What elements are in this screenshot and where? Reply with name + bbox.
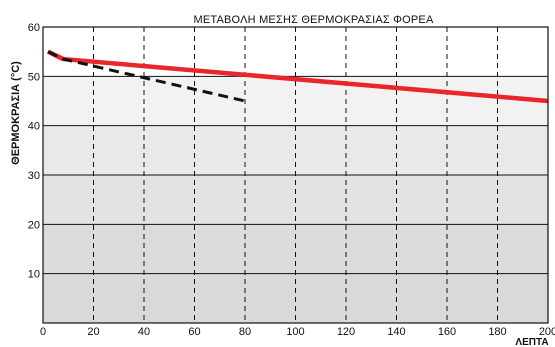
grid-lines xyxy=(43,27,548,323)
y-tick-label: 20 xyxy=(28,219,40,231)
x-axis-label: ΛΕΠΤΑ xyxy=(515,337,548,347)
background-band xyxy=(43,27,548,77)
x-tick-label: 200 xyxy=(539,326,555,338)
x-tick-label: 60 xyxy=(188,326,200,338)
x-tick-label: 120 xyxy=(337,326,355,338)
y-tick-label: 30 xyxy=(28,170,40,182)
x-axis-ticks: 0 20 40 60 80 100 120 140 160 180 200 xyxy=(40,326,555,338)
y-tick-label: 10 xyxy=(28,269,40,281)
x-tick-label: 80 xyxy=(239,326,251,338)
background-band xyxy=(43,224,548,274)
y-tick-label: 50 xyxy=(28,71,40,83)
x-tick-label: 160 xyxy=(438,326,456,338)
x-tick-label: 20 xyxy=(87,326,99,338)
chart-title: ΜΕΤΑΒΟΛΗ ΜΕΣΗΣ ΘΕΡΜΟΚΡΑΣΙΑΣ ΦΟΡΕΑ xyxy=(193,14,433,26)
plot-frame xyxy=(42,26,549,324)
y-tick-label: 60 xyxy=(28,22,40,34)
x-tick-label: 40 xyxy=(138,326,150,338)
x-tick-label: 0 xyxy=(40,326,46,338)
y-axis-ticks: 10 20 30 40 50 60 xyxy=(28,22,40,281)
y-tick-label: 40 xyxy=(28,121,40,133)
x-tick-label: 140 xyxy=(387,326,405,338)
series-lines xyxy=(47,49,549,104)
background-band xyxy=(43,125,548,175)
x-tick-label: 180 xyxy=(488,326,506,338)
series-line-dashed xyxy=(47,50,246,103)
x-tick-label: 100 xyxy=(286,326,304,338)
y-axis-label: ΘΕΡΜΟΚΡΑΣΙΑ (°C) xyxy=(10,61,22,165)
